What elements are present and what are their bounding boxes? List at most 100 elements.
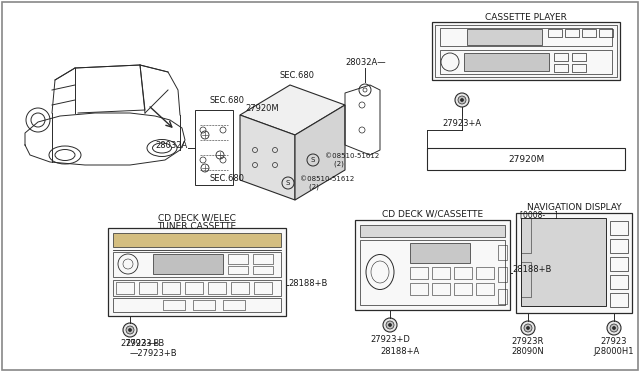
Circle shape [458,96,466,104]
Text: J28000H1: J28000H1 [594,347,634,356]
Bar [610,293,628,307]
Text: 27923: 27923 [601,337,627,346]
Bar [113,233,281,247]
Bar [208,282,226,294]
Bar [498,289,507,304]
Text: SEC.680: SEC.680 [280,71,315,80]
Bar [610,221,628,235]
Text: 28032A—: 28032A— [345,58,386,67]
Bar [454,283,472,295]
Text: 28188+B: 28188+B [512,266,552,275]
Circle shape [610,324,618,332]
Circle shape [612,327,616,330]
Text: NAVIGATION DISPLAY: NAVIGATION DISPLAY [527,202,621,212]
Bar [253,254,273,264]
Bar [193,300,215,310]
Bar [572,64,586,72]
Text: CASSETTE PLAYER: CASSETTE PLAYER [485,13,567,22]
Bar [116,282,134,294]
Bar [476,267,494,279]
Text: TUNER CASSETTE: TUNER CASSETTE [157,221,237,231]
Bar [521,218,606,306]
Text: 27923+B: 27923+B [120,339,159,347]
Circle shape [461,99,463,102]
Circle shape [126,326,134,334]
Circle shape [455,93,469,107]
Bar [565,29,579,37]
Bar [432,283,450,295]
Bar [410,283,428,295]
Text: CD DECK W/ELEC: CD DECK W/ELEC [158,214,236,222]
Bar [554,64,568,72]
Circle shape [527,327,529,330]
Circle shape [386,321,394,329]
Text: —27923+B: —27923+B [130,350,178,359]
Bar [464,53,549,71]
Polygon shape [295,105,345,200]
Text: SEC.680: SEC.680 [210,173,245,183]
Circle shape [388,324,392,327]
Bar [410,267,428,279]
Bar [410,243,470,263]
Bar [108,228,286,316]
Text: 28188+B: 28188+B [288,279,328,288]
Bar [610,257,628,271]
Bar [498,245,507,260]
Circle shape [383,318,397,332]
Bar [476,283,494,295]
Text: 27920M: 27920M [245,103,278,112]
Bar [355,220,510,310]
Text: ©08510-51612
    (2): ©08510-51612 (2) [300,176,355,190]
Polygon shape [240,85,345,135]
Circle shape [607,321,621,335]
Polygon shape [240,115,295,200]
Bar [548,29,562,37]
Bar [582,29,596,37]
Bar [254,282,272,294]
Bar [521,262,531,297]
Text: S: S [286,180,290,186]
Bar [610,275,628,289]
Bar [231,282,249,294]
Bar [516,213,632,313]
Bar [228,254,248,264]
Text: SEC.680: SEC.680 [210,96,245,105]
Text: 27923R: 27923R [512,337,544,346]
Bar [599,29,613,37]
Text: 27923+A: 27923+A [442,119,481,128]
Bar [185,282,203,294]
Bar [440,28,612,46]
Bar [432,22,620,80]
Text: ©08510-51612
    (2): ©08510-51612 (2) [325,153,380,167]
Bar [113,298,281,312]
Bar [195,110,233,185]
Circle shape [129,328,131,331]
Bar [427,148,625,170]
Text: 27923+D: 27923+D [370,336,410,344]
Text: 27920M: 27920M [508,154,544,164]
Bar [432,267,450,279]
Bar [360,225,505,237]
Bar [228,266,248,274]
Text: S: S [311,157,315,163]
Text: [0008-    ]: [0008- ] [520,211,557,219]
Bar [554,53,568,61]
Bar [454,267,472,279]
Bar [572,53,586,61]
Bar [153,254,223,274]
Bar [163,300,185,310]
Text: 27923+B: 27923+B [125,339,164,347]
Text: 28188+A: 28188+A [380,347,420,356]
Circle shape [524,324,532,332]
Text: CD DECK W/CASSETTE: CD DECK W/CASSETTE [382,209,483,218]
Bar [360,240,505,305]
Bar [113,252,281,277]
Bar [467,29,542,45]
Circle shape [521,321,535,335]
Bar [139,282,157,294]
Text: 28032A: 28032A [155,141,188,150]
Bar [521,218,531,253]
Bar [435,25,617,77]
Bar [253,266,273,274]
Bar [440,50,612,74]
